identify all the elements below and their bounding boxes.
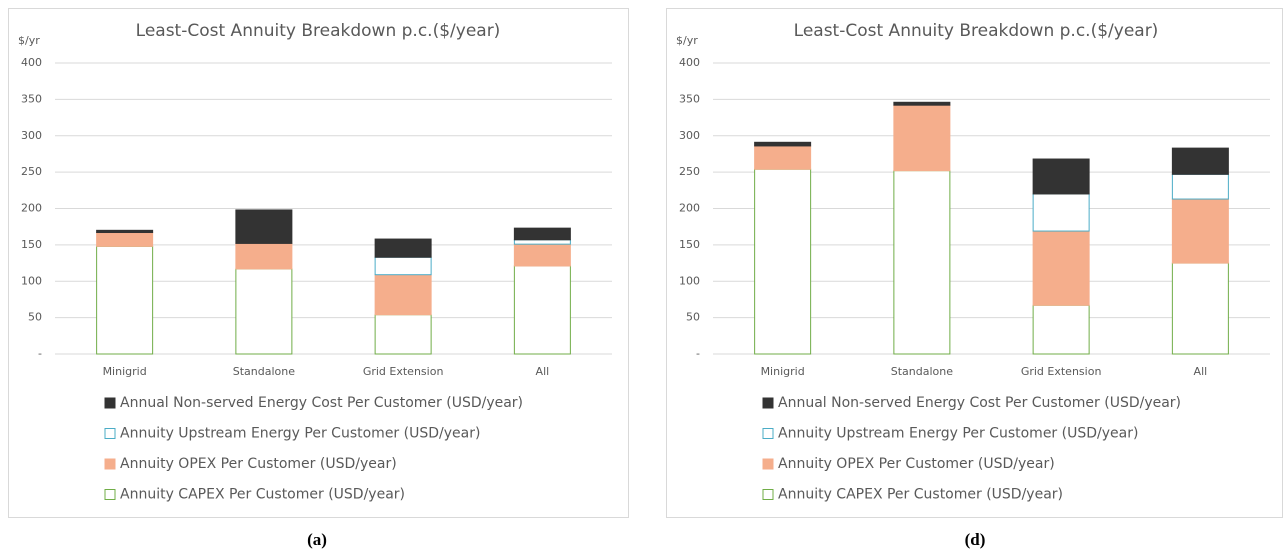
bar-segment: [235, 242, 293, 270]
bar-segment: [1171, 198, 1229, 264]
bar-segment: [1171, 173, 1229, 200]
x-tick-label: Minigrid: [761, 365, 805, 378]
bar-segment: [1032, 193, 1090, 232]
bar-segment: [235, 268, 293, 355]
bar-segment: [754, 168, 812, 355]
bar-segment: [754, 145, 812, 170]
y-tick-label: 350: [21, 92, 42, 105]
bar-segment: [96, 232, 154, 247]
x-tick-label: Standalone: [891, 365, 953, 378]
y-tick-label: 150: [21, 238, 42, 251]
caption: (d): [965, 530, 986, 549]
legend-swatch: [104, 397, 116, 409]
x-tick-label: Standalone: [233, 365, 295, 378]
y-axis-label: $/yr: [676, 34, 698, 47]
y-tick-label: 200: [21, 202, 42, 215]
y-tick-label: 50: [686, 311, 700, 324]
bar-segment: [893, 101, 951, 106]
chart-title: Least-Cost Annuity Breakdown p.c.($/year…: [794, 21, 1159, 41]
legend-swatch: [104, 458, 116, 470]
bar-segment: [893, 170, 951, 355]
bar-segment: [235, 209, 293, 244]
y-tick-label: 100: [21, 274, 42, 287]
y-tick-label: 50: [28, 311, 42, 324]
bar-segment: [374, 256, 432, 276]
bar-segment: [96, 245, 154, 355]
y-tick-label: 400: [21, 56, 42, 69]
legend-label: Annuity Upstream Energy Per Customer (US…: [120, 426, 480, 442]
bar-segment: [1171, 147, 1229, 175]
y-tick-label: 250: [21, 165, 42, 178]
bar-segment: [1032, 158, 1090, 195]
y-tick-label: 300: [21, 129, 42, 142]
bar-segment: [754, 141, 812, 147]
y-tick-label: 350: [679, 92, 700, 105]
bar-segment: [374, 274, 432, 316]
x-tick-label: Grid Extension: [363, 365, 444, 378]
legend-label: Annuity OPEX Per Customer (USD/year): [120, 456, 397, 472]
bar-segment: [1032, 304, 1090, 355]
y-tick-label: 200: [679, 202, 700, 215]
legend-label: Annuity OPEX Per Customer (USD/year): [778, 456, 1055, 472]
panel-border: [8, 8, 629, 518]
bar-segment: [513, 243, 571, 267]
x-tick-label: All: [1194, 365, 1208, 378]
legend-swatch: [104, 489, 116, 500]
y-tick-label: 150: [679, 238, 700, 251]
y-tick-label: 100: [679, 274, 700, 287]
bar-segment: [374, 314, 432, 355]
x-tick-label: Grid Extension: [1021, 365, 1102, 378]
panel-border: [666, 8, 1283, 518]
bar-segment: [1171, 262, 1229, 355]
legend-swatch: [762, 489, 774, 500]
y-tick-label: 400: [679, 56, 700, 69]
x-tick-label: Minigrid: [103, 365, 147, 378]
legend-swatch: [104, 428, 116, 439]
legend-label: Annual Non-served Energy Cost Per Custom…: [120, 395, 523, 411]
y-axis-label: $/yr: [18, 34, 40, 47]
y-tick-label: -: [696, 347, 700, 360]
legend-swatch: [762, 397, 774, 409]
bar-segment: [513, 265, 571, 355]
bar-segment: [513, 227, 571, 241]
legend-label: Annuity CAPEX Per Customer (USD/year): [120, 487, 405, 503]
bar-segment: [96, 229, 154, 234]
bar-segment: [1032, 230, 1090, 306]
y-tick-label: 300: [679, 129, 700, 142]
legend-label: Annual Non-served Energy Cost Per Custom…: [778, 395, 1181, 411]
legend-swatch: [762, 458, 774, 470]
caption: (a): [307, 530, 327, 549]
chart-title: Least-Cost Annuity Breakdown p.c.($/year…: [136, 21, 501, 41]
legend-label: Annuity CAPEX Per Customer (USD/year): [778, 487, 1063, 503]
bar-segment: [893, 104, 951, 172]
legend-swatch: [762, 428, 774, 439]
y-tick-label: -: [38, 347, 42, 360]
bar-segment: [513, 239, 571, 245]
legend-label: Annuity Upstream Energy Per Customer (US…: [778, 426, 1138, 442]
x-tick-label: All: [536, 365, 550, 378]
bar-segment: [374, 238, 432, 258]
y-tick-label: 250: [679, 165, 700, 178]
